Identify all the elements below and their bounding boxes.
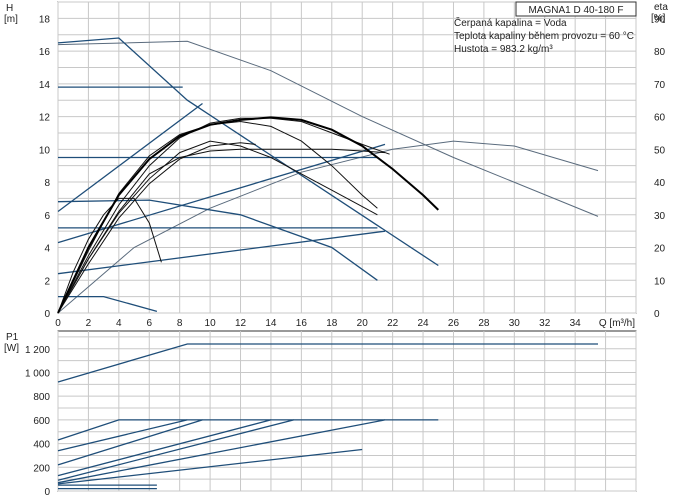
flow-tick-label: 30 [509,318,521,329]
head-tick-label: 10 [39,145,51,156]
flow-tick-label: 0 [55,318,61,329]
max-head-curve-gray [57,40,599,217]
eta-tick-label: 90 [654,14,666,25]
power-tick-label: 0 [44,487,50,498]
flow-tick-label: 18 [326,318,338,329]
head-curve-blue [57,143,386,244]
system-curve-bold [57,116,439,314]
power-tick-label: 800 [33,392,50,403]
head-curve-blue [57,199,378,281]
flow-tick-label: 28 [478,318,490,329]
eta-tick-label: 10 [654,276,666,287]
model-label: MAGNA1 D 40-180 F [528,5,623,16]
fluid-info-line: Hustota = 983.2 kg/m³ [454,44,553,55]
flow-tick-label: 24 [417,318,429,329]
head-tick-label: 14 [39,80,51,91]
power-tick-label: 1 200 [25,345,50,356]
eta-tick-label: 70 [654,80,666,91]
flow-tick-label: 20 [357,318,369,329]
flow-tick-label: 34 [570,318,582,329]
flow-tick-label: 12 [235,318,247,329]
power-curve [57,419,294,481]
eta-tick-label: 80 [654,47,666,58]
eta-axis-unit: [%] [651,13,666,24]
head-curve-blue [57,230,386,275]
flow-tick-label: 2 [86,318,92,329]
flow-tick-label: 16 [296,318,308,329]
head-tick-label: 2 [44,276,50,287]
efficiency-curve [57,140,599,314]
flow-tick-label: 8 [177,318,183,329]
power-curve [57,419,386,484]
power-curve [57,343,598,383]
fluid-info-line: Čerpaná kapalina = Voda [454,16,567,29]
eta-tick-label: 40 [654,178,666,189]
power-curve [57,419,188,452]
eta-tick-label: 0 [654,309,660,320]
head-axis-title: H [6,3,13,14]
power-plot-grid [57,330,637,492]
head-curve-blue [57,37,439,267]
power-tick-label: 200 [33,463,50,474]
head-tick-label: 4 [44,244,50,255]
eta-tick-label: 30 [654,211,666,222]
head-tick-label: 16 [39,47,51,58]
flow-tick-label: 10 [205,318,217,329]
system-curve [57,148,386,314]
power-curve [57,419,272,477]
fluid-info-line: Teplota kapaliny během provozu = 60 °C [454,31,634,42]
power-curve [57,419,203,466]
system-curve [57,140,378,314]
flow-tick-label: 22 [387,318,399,329]
power-axis-title: P1 [6,332,19,343]
power-tick-label: 400 [33,440,50,451]
head-curve-blue [58,295,158,313]
flow-axis-title: Q [m³/h] [599,318,635,329]
power-tick-label: 600 [33,416,50,427]
flow-tick-label: 32 [539,318,551,329]
head-tick-label: 6 [44,211,50,222]
flow-tick-label: 14 [265,318,277,329]
flow-tick-label: 26 [448,318,460,329]
head-tick-label: 18 [39,14,51,25]
head-tick-label: 8 [44,178,50,189]
system-curve [57,142,256,314]
head-tick-label: 12 [39,113,51,124]
eta-tick-label: 60 [654,113,666,124]
head-axis-unit: [m] [4,14,18,25]
power-axis-unit: [W] [4,343,19,354]
system-curve [57,117,390,314]
eta-axis-title: eta [654,2,668,13]
head-tick-label: 0 [44,309,50,320]
flow-tick-label: 4 [116,318,122,329]
flow-tick-label: 6 [146,318,152,329]
power-curve [57,419,439,441]
power-tick-label: 1 000 [25,368,50,379]
power-curve [57,448,363,485]
eta-tick-label: 20 [654,244,666,255]
model-label-box [515,1,637,17]
curves-layer [57,37,599,490]
eta-tick-label: 50 [654,145,666,156]
head-curve-blue [57,102,203,213]
